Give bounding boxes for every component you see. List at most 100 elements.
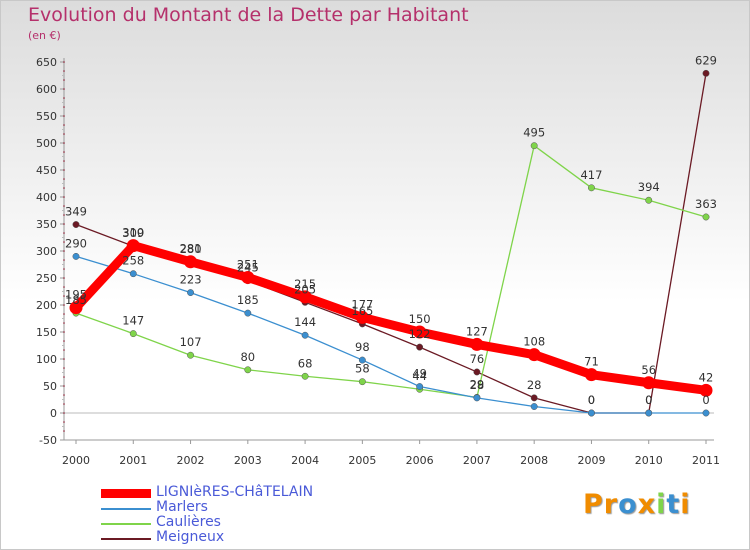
x-tick-label: 2010 <box>635 454 663 467</box>
data-label-meigneux: 281 <box>180 241 202 255</box>
data-point-marlers <box>588 409 595 417</box>
y-tick-label: -50 <box>39 434 57 447</box>
y-tick-label: 400 <box>36 191 57 204</box>
y-tick-label: 0 <box>50 407 57 420</box>
logo-letter: i <box>680 489 691 520</box>
data-label-meigneux: 0 <box>645 393 652 407</box>
axis-dot <box>63 160 65 162</box>
data-label-ligni-res-ch-telain: 150 <box>409 312 431 326</box>
data-label-meigneux: 629 <box>695 53 717 67</box>
data-label-cauli-res: 44 <box>412 369 427 383</box>
axis-dot <box>63 349 65 351</box>
axis-dot <box>63 259 65 261</box>
data-point-cauli-res <box>588 184 595 192</box>
data-point-marlers <box>645 409 653 417</box>
axis-dot <box>63 421 65 423</box>
x-tick-label: 2005 <box>348 454 376 467</box>
series-line-cauli-res <box>75 145 707 398</box>
data-point-marlers <box>358 356 366 364</box>
data-point-ligni-res-ch-telain <box>470 337 484 351</box>
legend-label: Marlers <box>156 499 208 515</box>
data-label-ligni-res-ch-telain: 108 <box>523 335 545 349</box>
axis-dot <box>63 232 65 234</box>
data-point-marlers <box>416 383 424 390</box>
data-label-cauli-res: 363 <box>695 197 717 211</box>
axis-dot <box>63 268 65 270</box>
data-point-ligni-res-ch-telain <box>699 383 713 397</box>
data-label-marlers: 0 <box>588 393 595 407</box>
y-tick-label: 600 <box>36 83 57 96</box>
y-tick-label: 350 <box>36 218 57 231</box>
y-tick-label: 650 <box>36 56 57 69</box>
axis-dot <box>63 79 65 81</box>
data-label-ligni-res-ch-telain: 280 <box>180 242 202 256</box>
logo-letter: o <box>618 489 638 520</box>
data-point-marlers <box>244 309 252 317</box>
data-label-marlers: 98 <box>355 340 370 354</box>
axis-dot <box>63 430 65 432</box>
data-point-ligni-res-ch-telain <box>69 301 83 315</box>
data-label-marlers: 0 <box>702 393 709 407</box>
x-tick-label: 2009 <box>577 454 605 467</box>
data-label-ligni-res-ch-telain: 195 <box>65 288 87 302</box>
axis-dot <box>63 178 65 180</box>
chart-unit: (en €) <box>28 29 61 42</box>
axis-dot <box>63 313 65 315</box>
logo-letter: P <box>583 489 604 520</box>
axis-dot <box>63 331 65 333</box>
x-tick-label: 2001 <box>119 454 147 467</box>
axis-dot <box>63 142 65 144</box>
data-label-ligni-res-ch-telain: 215 <box>294 277 316 291</box>
axis-dot <box>63 340 65 342</box>
y-tick-label: 50 <box>43 380 57 393</box>
y-tick-label: 550 <box>36 110 57 123</box>
axis-dot <box>63 61 65 63</box>
data-point-meigneux <box>72 221 80 228</box>
axis-dot <box>63 304 65 306</box>
data-point-cauli-res <box>187 351 194 359</box>
data-point-marlers <box>473 394 481 402</box>
axis-dot <box>63 286 65 288</box>
data-point-marlers <box>72 252 80 260</box>
y-tick-label: 150 <box>36 326 57 339</box>
data-label-marlers: 28 <box>470 378 485 392</box>
data-label-meigneux: 76 <box>470 352 485 366</box>
data-point-ligni-res-ch-telain <box>527 348 541 362</box>
series-line-ligni-res-ch-telain <box>71 241 711 395</box>
axis-dot <box>63 70 65 72</box>
axis-dot <box>63 277 65 279</box>
data-label-marlers: 290 <box>65 236 87 250</box>
legend-swatch <box>101 489 151 498</box>
data-point-ligni-res-ch-telain <box>642 376 656 390</box>
data-label-ligni-res-ch-telain: 310 <box>122 226 144 240</box>
x-tick-label: 2006 <box>406 454 434 467</box>
series-line-marlers <box>75 255 707 414</box>
axis-dot <box>63 196 65 198</box>
data-point-cauli-res <box>358 378 366 386</box>
axis-dot <box>63 151 65 153</box>
x-tick-label: 2003 <box>234 454 262 467</box>
data-label-marlers: 258 <box>122 254 144 268</box>
data-point-ligni-res-ch-telain <box>355 310 369 324</box>
data-point-cauli-res <box>129 330 137 338</box>
x-tick-label: 2007 <box>463 454 491 467</box>
data-label-cauli-res: 80 <box>240 350 255 364</box>
data-label-ligni-res-ch-telain: 177 <box>351 297 373 311</box>
data-label-meigneux: 309 <box>122 226 144 240</box>
data-label-meigneux: 122 <box>409 327 431 341</box>
data-label-meigneux: 205 <box>294 282 316 296</box>
data-point-cauli-res <box>702 213 710 221</box>
data-point-marlers <box>702 409 710 417</box>
data-label-cauli-res: 394 <box>638 180 660 194</box>
axis-dot <box>63 223 65 225</box>
y-tick-label: 450 <box>36 164 57 177</box>
data-label-meigneux: 165 <box>351 304 373 318</box>
logo-letter: t <box>666 489 681 520</box>
logo-letter: i <box>656 489 667 520</box>
data-label-marlers: 223 <box>180 273 202 287</box>
proxiti-logo: Proxiti <box>583 489 691 520</box>
data-label-cauli-res: 417 <box>580 168 602 182</box>
axis-dot <box>63 214 65 216</box>
logo-letter: r <box>603 489 619 520</box>
data-point-marlers <box>530 403 538 410</box>
